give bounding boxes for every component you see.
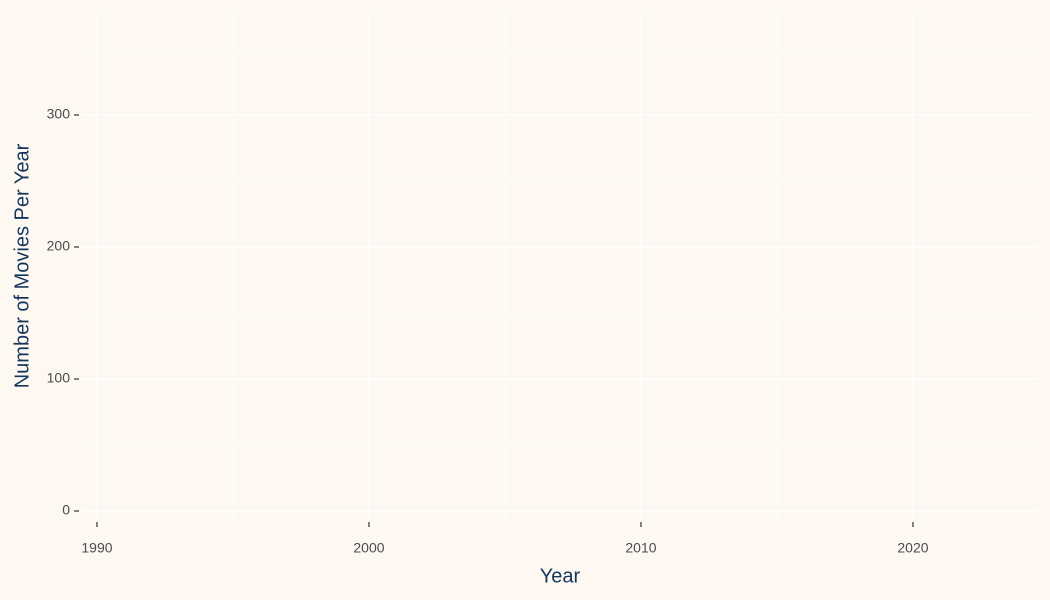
x-tick-label: 2010 bbox=[625, 540, 656, 556]
y-tick-label: 200 bbox=[47, 238, 71, 254]
y-tick-label: 0 bbox=[62, 502, 70, 518]
y-tick-label: 300 bbox=[47, 106, 71, 122]
y-axis-title: Number of Movies Per Year bbox=[11, 143, 33, 388]
x-tick-label: 2000 bbox=[353, 540, 384, 556]
y-tick-label: 100 bbox=[47, 370, 71, 386]
x-axis-title: Year bbox=[540, 565, 581, 587]
x-tick-label: 1990 bbox=[81, 540, 112, 556]
x-tick-label: 2020 bbox=[897, 540, 928, 556]
